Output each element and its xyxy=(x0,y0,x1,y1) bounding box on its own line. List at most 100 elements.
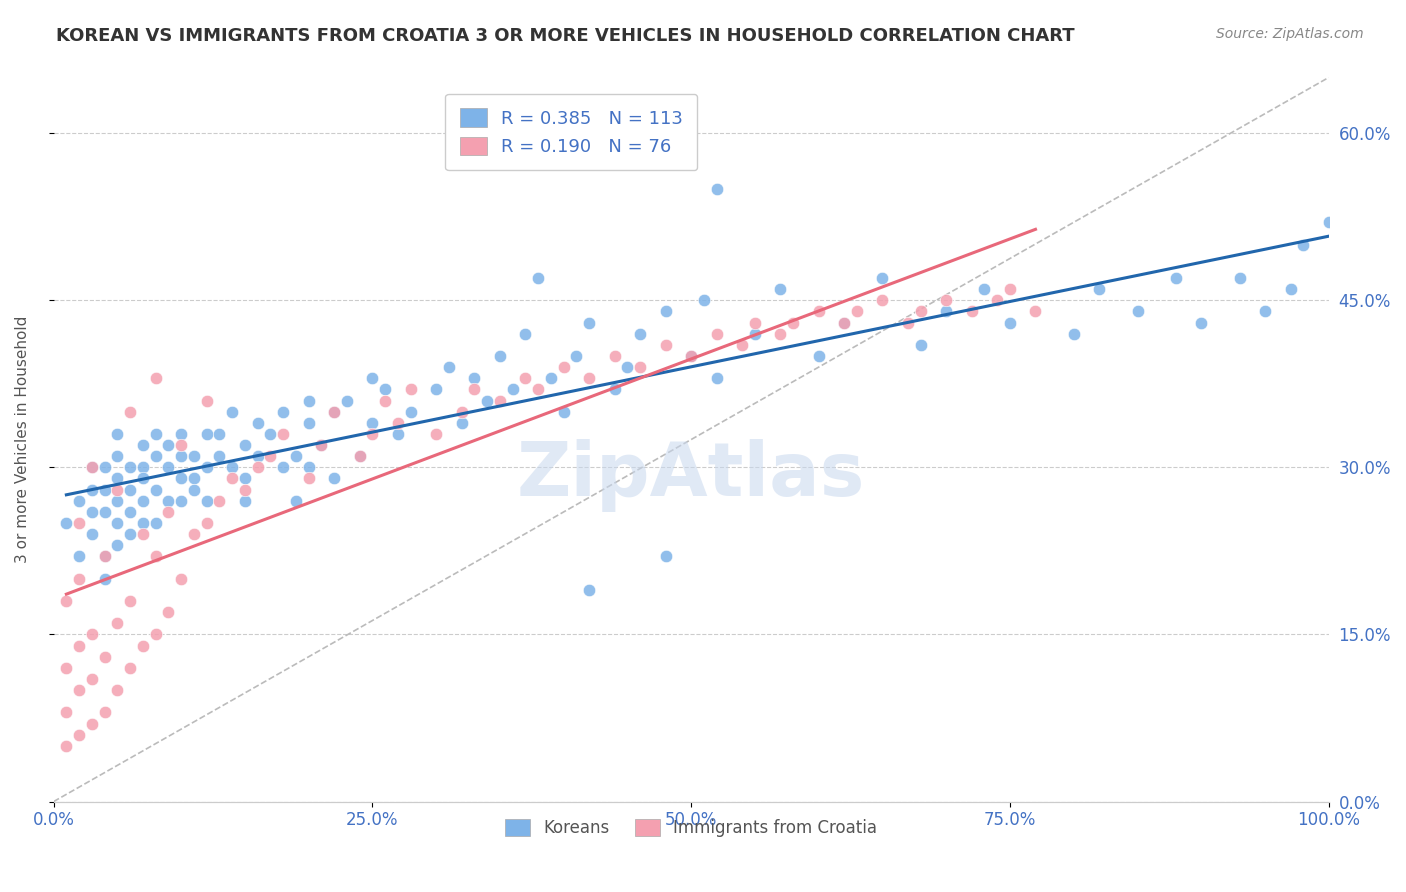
Point xyxy=(515,371,537,385)
Point xyxy=(145,627,167,641)
Point xyxy=(361,426,384,441)
Point xyxy=(578,582,600,597)
Point xyxy=(183,471,205,485)
Point xyxy=(170,438,193,452)
Point xyxy=(208,493,231,508)
Point xyxy=(246,460,269,475)
Point xyxy=(336,393,359,408)
Point xyxy=(425,383,447,397)
Point xyxy=(284,449,307,463)
Point xyxy=(910,338,932,352)
Point xyxy=(1317,215,1340,229)
Point xyxy=(463,383,485,397)
Point xyxy=(311,438,333,452)
Point xyxy=(67,683,90,698)
Point xyxy=(157,438,180,452)
Y-axis label: 3 or more Vehicles in Household: 3 or more Vehicles in Household xyxy=(15,316,30,563)
Point xyxy=(897,316,920,330)
Point xyxy=(527,271,550,285)
Point xyxy=(284,493,307,508)
Point xyxy=(157,460,180,475)
Point xyxy=(515,326,537,341)
Point xyxy=(616,360,638,375)
Point xyxy=(157,505,180,519)
Point xyxy=(170,471,193,485)
Point xyxy=(681,349,703,363)
Point xyxy=(399,383,422,397)
Point xyxy=(93,460,115,475)
Point xyxy=(769,282,792,296)
Point xyxy=(489,349,512,363)
Point xyxy=(93,572,115,586)
Point xyxy=(132,493,155,508)
Point xyxy=(565,349,588,363)
Point xyxy=(603,349,626,363)
Point xyxy=(998,316,1021,330)
Point xyxy=(80,483,103,497)
Point xyxy=(349,449,371,463)
Point xyxy=(132,460,155,475)
Point xyxy=(233,483,256,497)
Point xyxy=(973,282,995,296)
Point xyxy=(259,449,281,463)
Point xyxy=(553,360,575,375)
Point xyxy=(221,460,243,475)
Point xyxy=(1279,282,1302,296)
Point xyxy=(170,493,193,508)
Point xyxy=(872,293,894,308)
Point xyxy=(105,616,128,631)
Point xyxy=(120,594,142,608)
Point xyxy=(425,426,447,441)
Point xyxy=(450,404,472,418)
Point xyxy=(628,326,651,341)
Point xyxy=(233,471,256,485)
Point xyxy=(910,304,932,318)
Point xyxy=(246,416,269,430)
Point xyxy=(1189,316,1212,330)
Point xyxy=(1126,304,1149,318)
Text: KOREAN VS IMMIGRANTS FROM CROATIA 3 OR MORE VEHICLES IN HOUSEHOLD CORRELATION CH: KOREAN VS IMMIGRANTS FROM CROATIA 3 OR M… xyxy=(56,27,1074,45)
Point xyxy=(361,416,384,430)
Point xyxy=(628,360,651,375)
Point xyxy=(323,404,346,418)
Point xyxy=(93,549,115,564)
Point xyxy=(807,349,830,363)
Point xyxy=(55,594,77,608)
Point xyxy=(298,460,321,475)
Point xyxy=(132,438,155,452)
Point xyxy=(120,661,142,675)
Point xyxy=(807,304,830,318)
Point xyxy=(935,293,957,308)
Point xyxy=(654,338,676,352)
Point xyxy=(782,316,804,330)
Point xyxy=(960,304,983,318)
Point xyxy=(93,549,115,564)
Point xyxy=(145,549,167,564)
Point xyxy=(157,493,180,508)
Point xyxy=(183,527,205,541)
Point xyxy=(67,639,90,653)
Point xyxy=(120,527,142,541)
Point xyxy=(55,739,77,753)
Point xyxy=(195,460,218,475)
Point xyxy=(1063,326,1085,341)
Point xyxy=(246,449,269,463)
Point xyxy=(183,449,205,463)
Point xyxy=(450,416,472,430)
Point xyxy=(93,649,115,664)
Point xyxy=(221,404,243,418)
Point xyxy=(387,426,409,441)
Point xyxy=(1254,304,1277,318)
Point xyxy=(323,404,346,418)
Point xyxy=(323,471,346,485)
Point xyxy=(170,449,193,463)
Point xyxy=(105,449,128,463)
Point xyxy=(105,683,128,698)
Point xyxy=(80,527,103,541)
Point xyxy=(271,404,294,418)
Text: Source: ZipAtlas.com: Source: ZipAtlas.com xyxy=(1216,27,1364,41)
Point xyxy=(361,371,384,385)
Point xyxy=(540,371,562,385)
Point xyxy=(935,304,957,318)
Text: ZipAtlas: ZipAtlas xyxy=(517,439,865,512)
